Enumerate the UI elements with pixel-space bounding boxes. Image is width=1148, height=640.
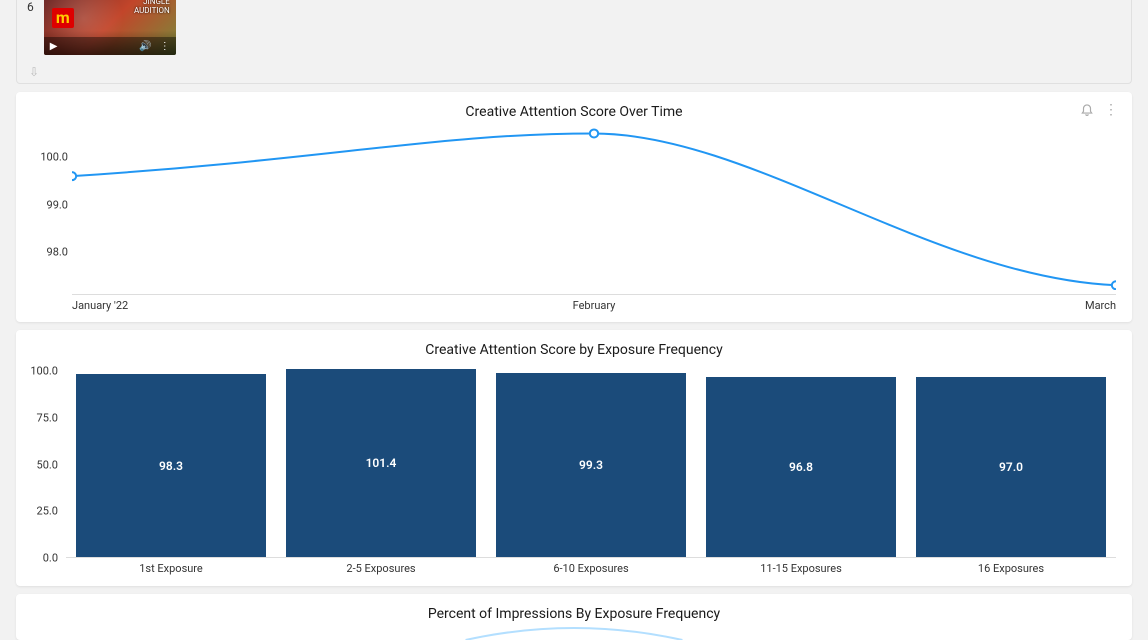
bar: 98.3 xyxy=(76,374,266,557)
bar-chart-title: Creative Attention Score by Exposure Fre… xyxy=(32,342,1116,358)
bar-value-label: 98.3 xyxy=(159,459,183,473)
thumbnail-caption-2: AUDITION xyxy=(134,7,170,16)
line-chart-ytick: 98.0 xyxy=(47,246,68,259)
bar-value-label: 97.0 xyxy=(999,460,1023,474)
bar-value-label: 99.3 xyxy=(579,458,603,472)
bar-chart-ytick: 0.0 xyxy=(43,552,58,565)
more-icon[interactable]: ⋮ xyxy=(1104,102,1118,120)
bar-chart-xtick: 16 Exposures xyxy=(916,560,1106,578)
bar-column: 97.0 xyxy=(916,362,1106,557)
line-chart-xaxis: January '22 February March xyxy=(72,294,1116,314)
bar: 97.0 xyxy=(916,377,1106,557)
bar-chart-xaxis: 1st Exposure 2-5 Exposures 6-10 Exposures 1… xyxy=(66,560,1116,578)
download-icon[interactable]: ⇩ xyxy=(29,65,39,79)
bar: 96.8 xyxy=(706,377,896,557)
volume-icon[interactable]: 🔊 xyxy=(139,41,151,52)
thumbnail-caption: JINGLE AUDITION xyxy=(134,0,170,16)
bar-chart: 100.0 75.0 50.0 25.0 0.0 98.3 101.4 99.3 96.8 97… xyxy=(32,362,1116,578)
line-chart: 100.0 99.0 98.0 January '22 February March xyxy=(32,124,1116,314)
bar-value-label: 96.8 xyxy=(789,460,813,474)
bar-column: 98.3 xyxy=(76,362,266,557)
brand-logo-badge: m xyxy=(52,8,74,28)
bottom-chart-title: Percent of Impressions By Exposure Frequ… xyxy=(32,606,1116,622)
play-icon[interactable]: ▶ xyxy=(50,41,58,52)
bar-chart-card: Creative Attention Score by Exposure Fre… xyxy=(16,330,1132,586)
bar-value-label: 101.4 xyxy=(366,456,397,470)
thumbnail-index: 6 xyxy=(27,0,34,14)
bar-column: 99.3 xyxy=(496,362,686,557)
bar-chart-ytick: 25.0 xyxy=(37,505,58,518)
bar-chart-ytick: 100.0 xyxy=(30,365,58,378)
line-chart-ytick: 99.0 xyxy=(47,198,68,211)
line-chart-plot xyxy=(72,124,1116,290)
bar-chart-plot: 98.3 101.4 99.3 96.8 97.0 xyxy=(66,362,1116,558)
bar: 99.3 xyxy=(496,373,686,557)
line-chart-xtick: February xyxy=(573,299,616,312)
bar-chart-ytick: 50.0 xyxy=(37,458,58,471)
video-controls: ▶ 🔊 ⋮ xyxy=(44,37,176,55)
top-thumbnail-strip: 6 m JINGLE AUDITION ▶ 🔊 ⋮ ⇩ xyxy=(16,0,1132,84)
line-chart-ytick: 100.0 xyxy=(40,151,68,164)
bar-chart-xtick: 1st Exposure xyxy=(76,560,266,578)
line-chart-yaxis: 100.0 99.0 98.0 xyxy=(32,124,72,290)
video-thumbnail[interactable]: m JINGLE AUDITION ▶ 🔊 ⋮ xyxy=(44,0,176,55)
card-action-icons: ⋮ xyxy=(1080,102,1118,120)
thumbnail-item: 6 m JINGLE AUDITION ▶ 🔊 ⋮ xyxy=(27,0,176,55)
bar-column: 101.4 xyxy=(286,362,476,557)
line-chart-title: Creative Attention Score Over Time xyxy=(32,104,1116,120)
bar-chart-xtick: 6-10 Exposures xyxy=(496,560,686,578)
bar-chart-xtick: 11-15 Exposures xyxy=(706,560,896,578)
bar-chart-ytick: 75.0 xyxy=(37,412,58,425)
bottom-chart-card: Percent of Impressions By Exposure Frequ… xyxy=(16,594,1132,640)
bar-chart-yaxis: 100.075.050.025.00.0 xyxy=(26,362,62,558)
line-chart-card: ⋮ Creative Attention Score Over Time 100… xyxy=(16,92,1132,322)
bottom-chart-partial xyxy=(32,622,1116,640)
video-more-icon[interactable]: ⋮ xyxy=(160,41,170,52)
bar-column: 96.8 xyxy=(706,362,896,557)
bell-icon[interactable] xyxy=(1080,102,1094,120)
bar-chart-xtick: 2-5 Exposures xyxy=(286,560,476,578)
line-chart-xtick: January '22 xyxy=(72,299,128,312)
line-chart-xtick: March xyxy=(1085,299,1116,312)
bar: 101.4 xyxy=(286,369,476,557)
